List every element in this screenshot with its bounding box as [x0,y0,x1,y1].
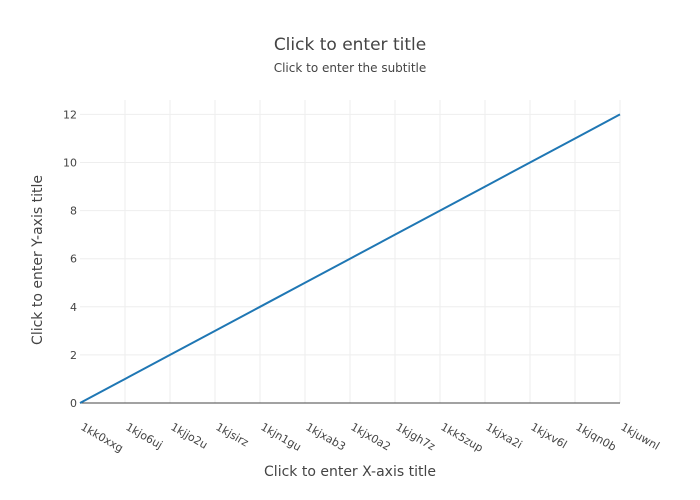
x-tick-label: 1kjo6uj [124,420,165,451]
y-tick-label: 12 [63,108,77,121]
y-tick-label: 2 [70,349,77,362]
y-tick-label: 6 [70,253,77,266]
x-tick-label: 1kjsirz [214,420,251,449]
x-tick-label: 1kjxab3 [304,420,348,453]
x-tick-label: 1kk5zup [439,420,486,454]
x-tick-label: 1kk0xxg [79,420,126,455]
y-tick-label: 10 [63,157,77,170]
x-tick-label: 1kjxv6l [529,420,570,451]
grid [80,100,621,404]
x-tick-label: 1kjn1gu [259,420,304,453]
x-tick-label: 1kjuwnl [619,420,662,452]
chart-subtitle[interactable]: Click to enter the subtitle [274,61,427,75]
y-axis-ticks: 0 2 4 6 8 10 12 [63,108,77,410]
series-layer [79,113,621,404]
x-tick-label: 1kjqn0b [574,420,619,453]
x-tick-label: 1kjx0a2 [349,420,393,453]
y-tick-label: 4 [70,301,77,314]
series-line[interactable] [79,113,621,404]
x-axis-title[interactable]: Click to enter X-axis title [264,464,436,480]
chart-title[interactable]: Click to enter title [274,35,426,55]
y-tick-label: 0 [70,397,77,410]
x-tick-label: 1kjgh7z [394,420,438,453]
y-axis-title[interactable]: Click to enter Y-axis title [30,175,46,345]
y-tick-label: 8 [70,205,77,218]
x-tick-label: 1kjjo2u [169,420,210,451]
x-tick-label: 1kjxa2i [484,420,525,451]
